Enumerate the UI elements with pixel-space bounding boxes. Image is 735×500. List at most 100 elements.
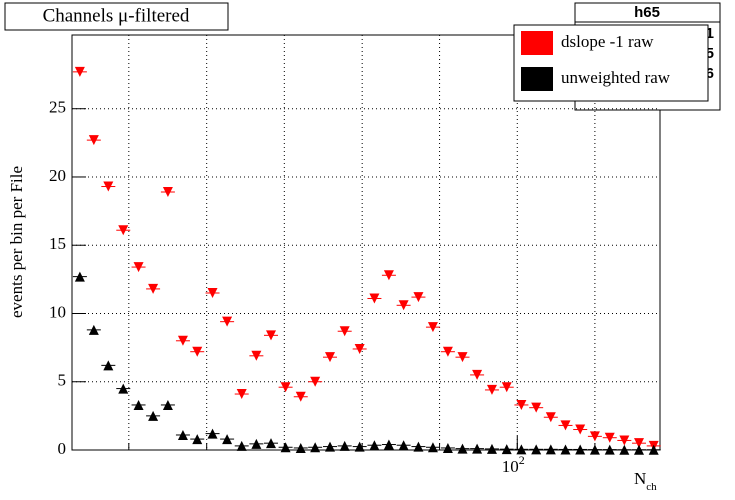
point xyxy=(575,444,586,455)
point xyxy=(619,435,630,446)
y-tick-label: 25 xyxy=(49,98,66,117)
point xyxy=(280,382,291,393)
point xyxy=(236,440,247,451)
point xyxy=(236,389,247,400)
point xyxy=(162,186,173,197)
stats-name: h65 xyxy=(634,4,660,21)
point xyxy=(266,438,277,449)
point xyxy=(398,440,409,451)
chart-title: Channels μ-filtered xyxy=(43,5,190,26)
point xyxy=(266,330,277,341)
point xyxy=(133,399,144,410)
point xyxy=(531,444,542,455)
point xyxy=(589,431,600,442)
point xyxy=(427,322,438,333)
point xyxy=(634,444,645,455)
point xyxy=(207,288,218,299)
y-tick-label: 15 xyxy=(49,234,66,253)
point xyxy=(222,434,233,445)
point xyxy=(207,428,218,439)
point xyxy=(310,376,321,387)
point xyxy=(604,432,615,443)
point xyxy=(339,326,350,337)
y-axis-label: events per bin per File xyxy=(7,166,26,318)
legend-swatch xyxy=(521,67,553,91)
point xyxy=(88,324,99,335)
point xyxy=(148,410,159,421)
point xyxy=(486,384,497,395)
frame xyxy=(71,34,661,451)
point xyxy=(560,420,571,431)
point xyxy=(560,444,571,455)
legend: dslope -1 raw unweighted raw xyxy=(513,24,709,102)
point xyxy=(148,283,159,294)
point xyxy=(501,382,512,393)
point xyxy=(619,444,630,455)
legend-swatch xyxy=(521,31,553,55)
point xyxy=(74,66,85,77)
point xyxy=(398,300,409,311)
point xyxy=(310,442,321,453)
point xyxy=(516,444,527,455)
point xyxy=(88,135,99,146)
point xyxy=(427,442,438,453)
point xyxy=(604,444,615,455)
point xyxy=(457,352,468,363)
x-tick-exponent: 2 xyxy=(519,453,525,467)
point xyxy=(486,443,497,454)
point xyxy=(501,444,512,455)
x-axis-label-sub: ch xyxy=(646,481,657,493)
x-tick-base: 10 xyxy=(502,457,519,476)
y-tick-label: 10 xyxy=(49,302,66,321)
point xyxy=(383,270,394,281)
point xyxy=(74,271,85,282)
point xyxy=(648,444,659,455)
point xyxy=(103,360,114,371)
point xyxy=(339,440,350,451)
point xyxy=(531,402,542,413)
point xyxy=(222,316,233,327)
point xyxy=(251,350,262,361)
x-tick-label: 102 xyxy=(502,453,525,476)
legend-label: dslope -1 raw xyxy=(561,32,654,51)
y-tick-label: 0 xyxy=(58,439,67,458)
point xyxy=(118,225,129,236)
point xyxy=(413,292,424,303)
point xyxy=(589,444,600,455)
x-axis-label: Nch xyxy=(634,469,657,493)
point xyxy=(442,442,453,453)
point xyxy=(295,391,306,402)
point xyxy=(516,399,527,410)
point xyxy=(133,262,144,273)
point xyxy=(369,293,380,304)
x-axis-label-main: N xyxy=(634,469,646,488)
point xyxy=(634,438,645,449)
point xyxy=(413,441,424,452)
title-box xyxy=(4,2,229,31)
point xyxy=(457,443,468,454)
point xyxy=(575,424,586,435)
point xyxy=(192,346,203,357)
legend-label: unweighted raw xyxy=(561,68,671,87)
point xyxy=(325,352,336,363)
point xyxy=(545,412,556,423)
point xyxy=(325,441,336,452)
point xyxy=(118,383,129,394)
y-tick-label: 5 xyxy=(58,371,67,390)
point xyxy=(472,369,483,380)
point xyxy=(295,442,306,453)
point xyxy=(162,399,173,410)
point xyxy=(177,429,188,440)
point xyxy=(177,335,188,346)
y-tick-label: 20 xyxy=(49,166,66,185)
point xyxy=(369,440,380,451)
point xyxy=(545,444,556,455)
point xyxy=(383,439,394,450)
point xyxy=(354,343,365,354)
point xyxy=(251,438,262,449)
point xyxy=(103,181,114,192)
point xyxy=(354,441,365,452)
point xyxy=(472,443,483,454)
point xyxy=(280,442,291,453)
